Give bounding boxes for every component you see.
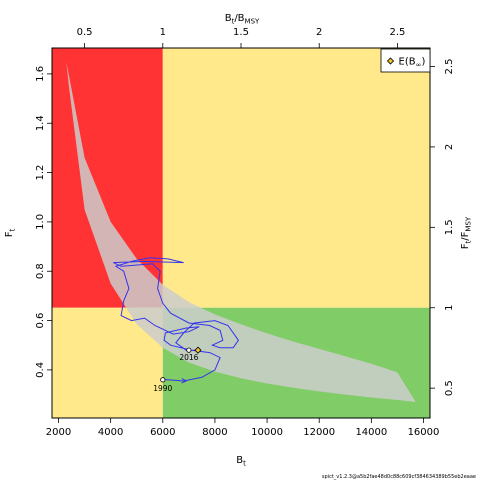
- right-axis-label: Ft/FMSY: [460, 216, 473, 249]
- top-tick-label: 2.5: [389, 27, 405, 38]
- x-tick-label: 4000: [98, 427, 123, 438]
- start-point: [160, 377, 166, 383]
- x-tick-label: 6000: [150, 427, 175, 438]
- y-tick-label: 0.4: [35, 362, 46, 378]
- x-tick-label: 2000: [46, 427, 71, 438]
- top-tick-label: 1.5: [233, 27, 249, 38]
- x-axis: 2000 4000 6000 8000 10000 12000 14000 16000: [46, 418, 440, 438]
- direction-arrow: [181, 378, 188, 384]
- end-year-label: 2016: [179, 353, 198, 362]
- y-tick-label: 1.4: [35, 115, 46, 131]
- top-tick-label: 2: [316, 27, 322, 38]
- svg-text:E(B∞): E(B∞): [399, 57, 426, 70]
- end-point: [186, 347, 192, 353]
- y-tick-label: 1.2: [35, 165, 46, 181]
- y-tick-label: 1.6: [35, 66, 46, 82]
- top-axis: 0.5 1 1.5 2 2.5: [77, 27, 405, 48]
- y-axis: 0.4 0.6 0.8 1.0 1.2 1.4 1.6: [35, 66, 52, 378]
- top-tick-label: 0.5: [77, 27, 93, 38]
- top-axis-label: Bt/BMSY: [225, 13, 260, 26]
- right-tick-label: 1: [444, 305, 455, 311]
- x-tick-label: 12000: [303, 427, 335, 438]
- right-tick-label: 2.5: [444, 59, 455, 75]
- right-tick-label: 2: [444, 144, 455, 150]
- yellow-zone-upper: [162, 48, 431, 308]
- legend-label-end: ): [421, 57, 425, 68]
- zones: [52, 48, 431, 418]
- confidence-band: [66, 61, 416, 402]
- footer-version: spict_v1.2.3@a5b2fae48d0c88c609cf3846343…: [322, 474, 476, 480]
- right-tick-label: 0.5: [444, 380, 455, 396]
- y-tick-label: 0.8: [35, 263, 46, 279]
- legend-label-sub: ∞: [416, 61, 422, 69]
- x-axis-label: Bt: [236, 455, 246, 468]
- legend-label: E(B: [399, 57, 416, 68]
- y-axis-label: Ft: [4, 228, 17, 237]
- x-tick-label: 14000: [355, 427, 387, 438]
- legend: E(B∞): [380, 48, 431, 73]
- trajectory-line: [113, 257, 240, 382]
- start-year-label: 1990: [153, 384, 172, 393]
- right-tick-label: 1.5: [444, 219, 455, 235]
- x-tick-label: 10000: [251, 427, 283, 438]
- top-tick-label: 1: [160, 27, 166, 38]
- ebinf-point: [194, 346, 202, 354]
- legend-box: [380, 48, 431, 73]
- y-tick-label: 0.6: [35, 313, 46, 329]
- right-axis: 0.5 1 1.5 2 2.5: [430, 59, 455, 396]
- x-tick-label: 16000: [408, 427, 440, 438]
- y-tick-label: 1.0: [35, 214, 46, 230]
- legend-marker: [386, 57, 395, 65]
- x-tick-label: 8000: [202, 427, 227, 438]
